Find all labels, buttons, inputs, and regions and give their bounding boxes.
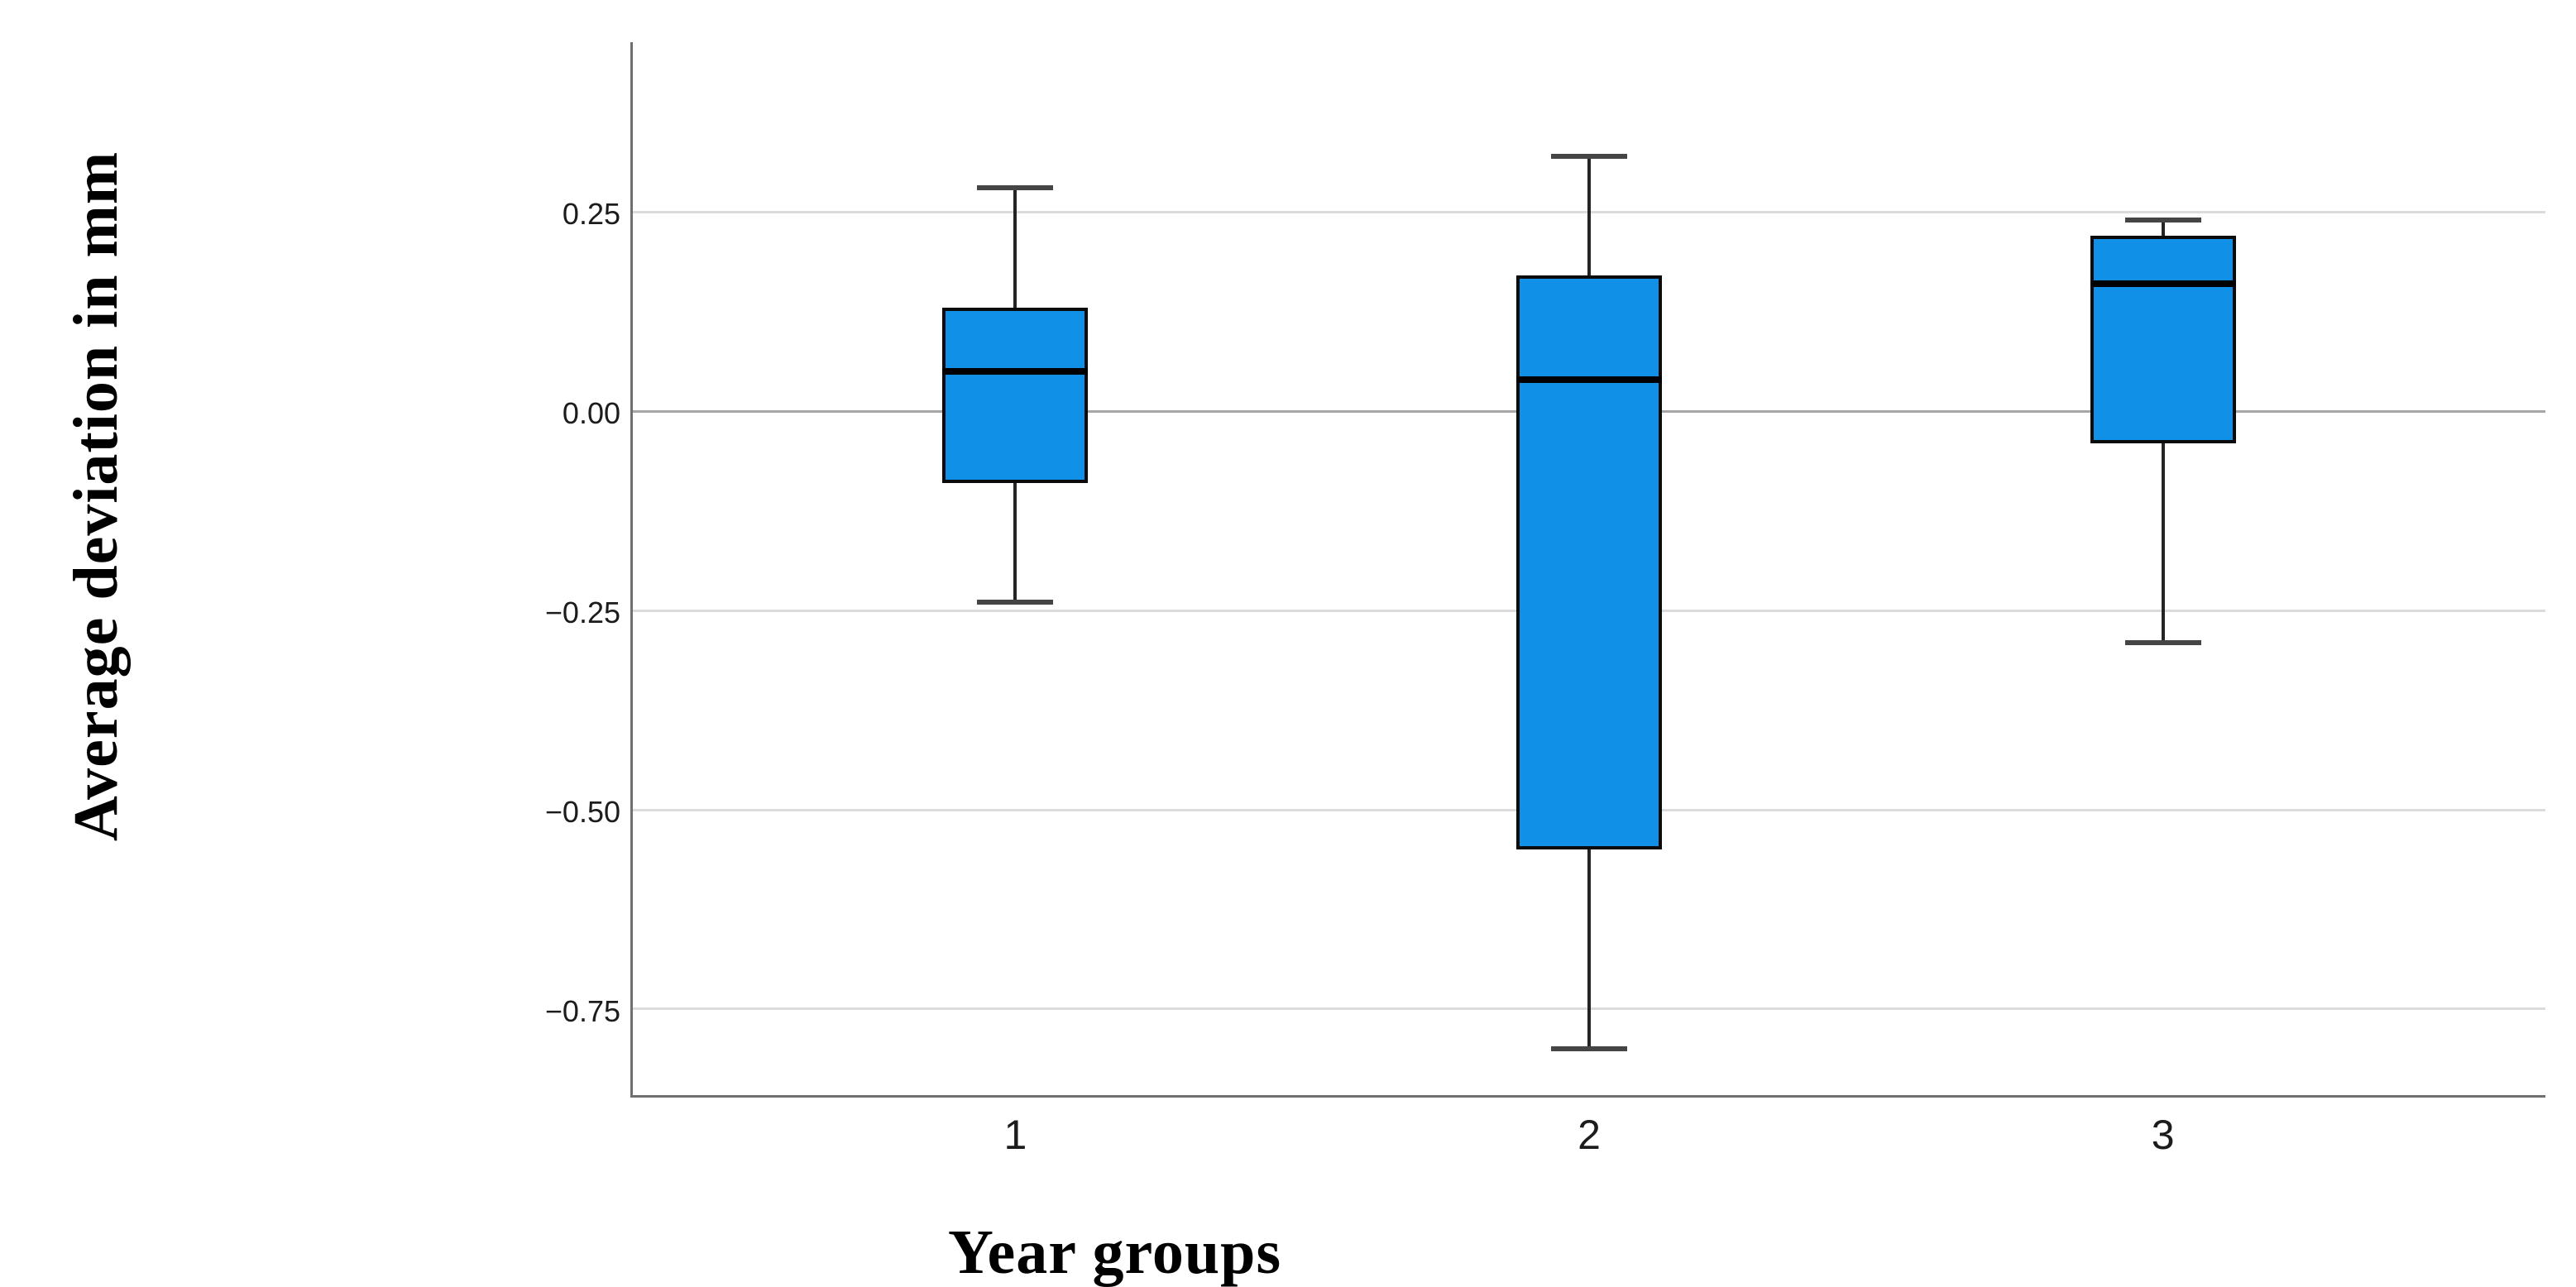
whisker-stem-bottom xyxy=(1587,849,1591,1050)
whisker-cap-bottom xyxy=(2124,639,2201,645)
x-axis-line xyxy=(630,1095,2545,1098)
box xyxy=(1516,275,1662,850)
whisker-cap-top xyxy=(977,185,1054,191)
x-tick-label: 1 xyxy=(1003,1112,1027,1158)
box xyxy=(2090,236,2236,443)
x-axis-title: Year groups xyxy=(948,1217,1282,1287)
x-tick-label: 2 xyxy=(1578,1112,1601,1158)
median-line xyxy=(2090,280,2236,287)
y-tick-label: −0.50 xyxy=(544,795,620,829)
median-line xyxy=(942,367,1089,375)
whisker-stem-top xyxy=(2161,219,2165,237)
whisker-stem-bottom xyxy=(1013,482,1017,603)
whisker-cap-bottom xyxy=(1551,1046,1627,1052)
whisker-cap-bottom xyxy=(977,600,1054,605)
y-axis-line xyxy=(630,42,633,1098)
median-line xyxy=(1516,376,1662,383)
whisker-stem-bottom xyxy=(2161,443,2165,643)
x-tick-label: 3 xyxy=(2151,1112,2175,1158)
whisker-stem-top xyxy=(1013,188,1017,308)
whisker-cap-top xyxy=(1551,153,1627,159)
whisker-stem-top xyxy=(1587,155,1591,276)
y-tick-label: 0.25 xyxy=(562,197,620,232)
y-axis-title: Average deviation in mm xyxy=(60,151,131,842)
box xyxy=(942,307,1089,483)
y-tick-label: 0.00 xyxy=(562,396,620,431)
y-tick-label: −0.75 xyxy=(544,993,620,1028)
whisker-cap-top xyxy=(2124,217,2201,222)
y-tick-label: −0.25 xyxy=(544,596,620,630)
